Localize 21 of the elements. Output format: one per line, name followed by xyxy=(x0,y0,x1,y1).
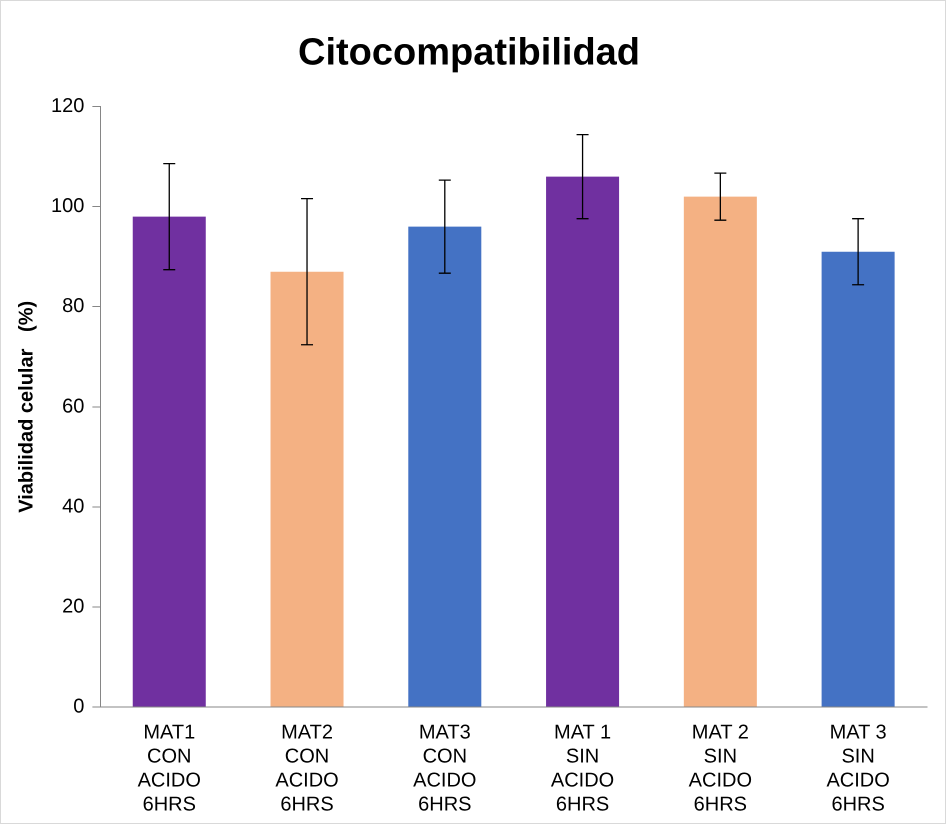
bar xyxy=(546,176,620,706)
y-tick-label: 0 xyxy=(73,696,84,718)
x-tick-label: MAT1 CON ACIDO 6HRS xyxy=(138,722,201,816)
x-tick-label: MAT 3 SIN ACIDO 6HRS xyxy=(826,722,890,816)
x-tick-label: MAT3 CON ACIDO 6HRS xyxy=(413,722,476,816)
bar xyxy=(270,272,344,706)
x-tick-label: MAT2 CON ACIDO 6HRS xyxy=(275,722,339,816)
y-tick-label: 20 xyxy=(62,595,84,618)
bar xyxy=(132,216,206,706)
x-tick-label: MAT 1 SIN ACIDO 6HRS xyxy=(550,722,614,816)
y-tick-label: 60 xyxy=(62,395,84,418)
y-axis-title: Viabilidad celular (%) xyxy=(16,300,38,513)
y-tick-label: 40 xyxy=(62,495,84,518)
y-tick-label: 120 xyxy=(50,95,84,118)
y-tick-label: 100 xyxy=(50,195,84,218)
x-tick-label: MAT 2 SIN ACIDO 6HRS xyxy=(688,722,752,816)
bar xyxy=(684,196,757,706)
chart-title: Citocompatibilidad xyxy=(298,31,640,74)
bar xyxy=(408,226,482,706)
y-tick-label: 80 xyxy=(62,295,84,318)
bar xyxy=(822,252,895,706)
